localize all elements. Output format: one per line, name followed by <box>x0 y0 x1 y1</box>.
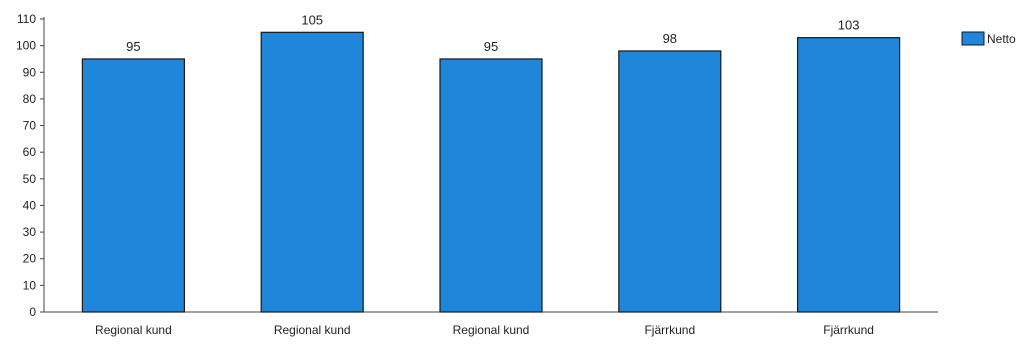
bars <box>81 31 901 313</box>
bar <box>796 37 901 313</box>
x-axis: Regional kund Regional kund Regional kund F… <box>44 311 938 337</box>
y-tick-label: 30 <box>23 225 37 239</box>
x-tick-label: Regional kund <box>453 323 530 337</box>
bar <box>81 58 186 313</box>
legend-label: Netto <box>987 32 1016 46</box>
y-tick-label: 20 <box>23 252 37 266</box>
bar <box>618 50 722 313</box>
bar <box>439 58 543 313</box>
y-tick-label: 60 <box>23 145 37 159</box>
y-tick-label: 90 <box>23 65 37 79</box>
y-tick-label: 100 <box>16 39 36 53</box>
y-tick-label: 70 <box>23 119 37 133</box>
y-tick-label: 80 <box>23 92 37 106</box>
legend: Netto <box>961 31 1016 46</box>
y-tick-label: 10 <box>23 278 37 292</box>
bar-value-label: 98 <box>663 31 677 46</box>
x-tick-label: Regional kund <box>95 323 172 337</box>
legend-swatch <box>961 31 985 46</box>
data-labels: 95 105 95 98 103 <box>126 12 859 54</box>
bar-value-label: 95 <box>126 39 140 54</box>
y-axis: 0 10 20 30 40 50 60 70 80 90 100 110 <box>16 12 45 319</box>
bar-value-label: 95 <box>484 39 498 54</box>
x-tick-label: Regional kund <box>274 323 351 337</box>
bar-value-label: 105 <box>301 12 323 27</box>
y-tick-label: 50 <box>23 172 37 186</box>
y-tick-label: 110 <box>17 12 36 26</box>
x-tick-label: Fjärrkund <box>823 323 874 337</box>
y-tick-label: 0 <box>29 305 36 319</box>
y-tick-label: 40 <box>23 198 37 212</box>
bar <box>260 31 364 313</box>
x-tick-label: Fjärrkund <box>644 323 695 337</box>
bar-value-label: 103 <box>838 18 860 33</box>
